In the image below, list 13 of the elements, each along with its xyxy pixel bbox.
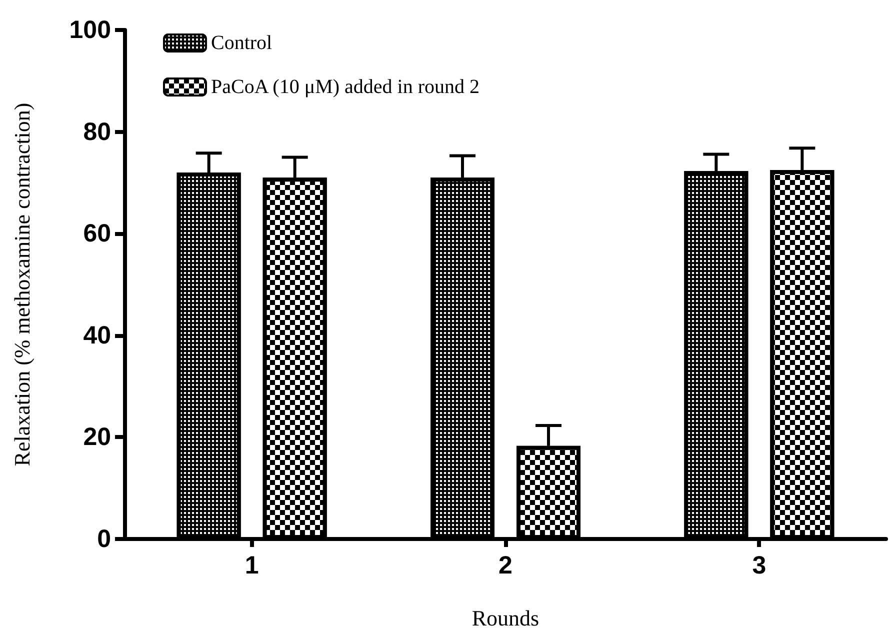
legend-label: PaCoA (10 μM) added in round 2: [211, 76, 480, 98]
x-tick-label: 1: [244, 552, 259, 580]
y-tick-label: 0: [97, 525, 111, 553]
y-axis-title: Relaxation (% methoxamine contraction): [10, 102, 34, 466]
y-tick-label: 20: [83, 423, 111, 452]
y-tick-label: 80: [83, 118, 111, 146]
y-tick-label: 100: [69, 16, 111, 44]
legend-label: Control: [211, 32, 273, 54]
y-tick-label: 40: [83, 321, 111, 350]
x-tick-label: 2: [498, 552, 512, 580]
x-axis-title: Rounds: [472, 606, 540, 630]
x-tick-label: 3: [752, 552, 766, 580]
y-tick-label: 60: [83, 220, 111, 248]
